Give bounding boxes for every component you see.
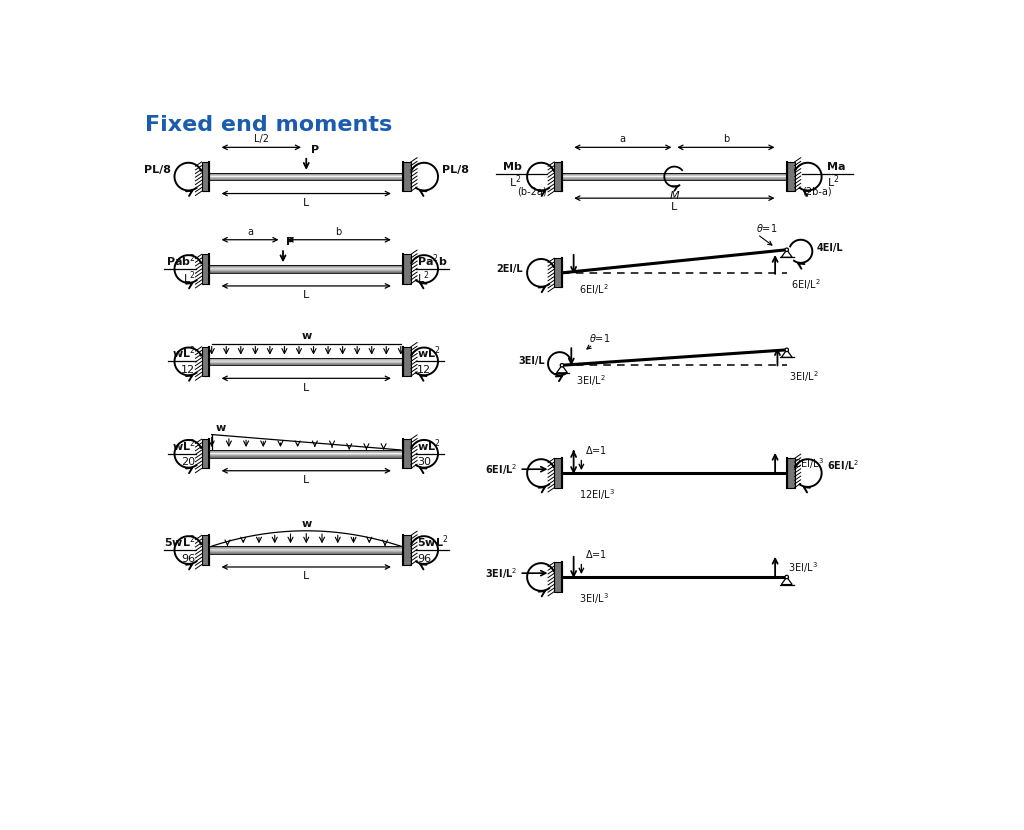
Text: P: P [311,145,319,155]
Polygon shape [403,535,411,564]
Text: 6EI/L$^2$: 6EI/L$^2$ [791,277,820,292]
Text: L: L [303,383,309,393]
Polygon shape [403,439,411,468]
Polygon shape [554,458,562,488]
Text: PL/8: PL/8 [442,165,469,175]
Text: w: w [216,423,226,433]
Text: 3EI/L$^2$: 3EI/L$^2$ [575,374,605,388]
Text: 3EI/L$^3$: 3EI/L$^3$ [579,591,609,606]
Text: P: P [286,237,294,247]
Text: wL$^2$: wL$^2$ [417,344,440,361]
Text: a: a [248,227,254,237]
Text: b: b [335,227,342,237]
Text: 6EI/L$^2$: 6EI/L$^2$ [484,461,517,476]
Polygon shape [781,577,793,584]
Text: 12: 12 [181,365,196,375]
Circle shape [785,348,788,352]
Polygon shape [786,162,795,191]
Polygon shape [554,563,562,592]
Text: (2b-a): (2b-a) [802,186,831,196]
Text: L$^2$: L$^2$ [509,173,521,190]
Text: L/2: L/2 [254,134,268,144]
Text: L$^2$: L$^2$ [827,173,840,190]
Text: M: M [670,191,679,201]
Text: 20: 20 [181,457,196,467]
Text: 12: 12 [417,365,431,375]
Text: w: w [301,331,311,341]
Text: 96: 96 [181,554,196,564]
Text: 5wL$^2$: 5wL$^2$ [417,534,449,550]
Text: Mb: Mb [503,163,521,173]
Text: 3EI/L: 3EI/L [518,356,545,366]
Text: 96: 96 [417,554,431,564]
Text: 5wL$^2$: 5wL$^2$ [164,534,196,550]
Circle shape [785,248,788,251]
Text: L: L [303,475,309,485]
Text: L: L [672,203,678,212]
Text: L$^2$: L$^2$ [183,269,196,286]
Polygon shape [403,162,411,191]
Text: $\theta$=1: $\theta$=1 [589,332,610,344]
Text: Fixed end moments: Fixed end moments [145,115,392,135]
Text: wL$^2$: wL$^2$ [417,437,440,454]
Text: $\theta$=1: $\theta$=1 [756,222,777,234]
Circle shape [560,364,564,367]
Polygon shape [202,439,209,468]
Polygon shape [786,458,795,488]
Text: 3EI/L$^3$: 3EI/L$^3$ [788,560,818,575]
Text: L$^2$: L$^2$ [417,269,429,286]
Text: Pa$^2$b: Pa$^2$b [417,252,447,269]
Text: 2EI/L: 2EI/L [497,264,523,274]
Polygon shape [202,162,209,191]
Polygon shape [781,350,793,358]
Polygon shape [557,365,567,373]
Text: (b-2a): (b-2a) [517,186,547,196]
Text: $\Delta$=1: $\Delta$=1 [586,548,607,560]
Text: a: a [620,134,626,144]
Text: wL$^2$: wL$^2$ [172,344,196,361]
Polygon shape [403,347,411,376]
Text: $\Delta$=1: $\Delta$=1 [586,444,607,456]
Polygon shape [202,535,209,564]
Text: Pab$^2$: Pab$^2$ [166,252,196,269]
Polygon shape [202,347,209,376]
Text: Ma: Ma [827,163,846,173]
Polygon shape [403,254,411,284]
Text: 3EI/L$^2$: 3EI/L$^2$ [484,566,517,580]
Text: w: w [301,520,311,530]
Text: 3EI/L$^2$: 3EI/L$^2$ [790,369,818,384]
Polygon shape [554,162,562,191]
Polygon shape [781,250,793,257]
Text: 6EI/L$^2$: 6EI/L$^2$ [579,282,608,297]
Text: 6EI/L$^2$: 6EI/L$^2$ [827,458,859,473]
Text: 4EI/L: 4EI/L [816,243,843,253]
Text: 12EI/L$^3$: 12EI/L$^3$ [579,487,615,502]
Text: L: L [303,198,309,208]
Polygon shape [202,254,209,284]
Text: PL/8: PL/8 [143,165,171,175]
Text: L: L [303,571,309,581]
Text: 12EI/L$^3$: 12EI/L$^3$ [788,457,824,471]
Text: wL$^2$: wL$^2$ [172,437,196,454]
Text: 30: 30 [417,457,431,467]
Circle shape [785,575,788,579]
Text: b: b [723,134,729,144]
Text: L: L [303,290,309,300]
Polygon shape [554,258,562,287]
